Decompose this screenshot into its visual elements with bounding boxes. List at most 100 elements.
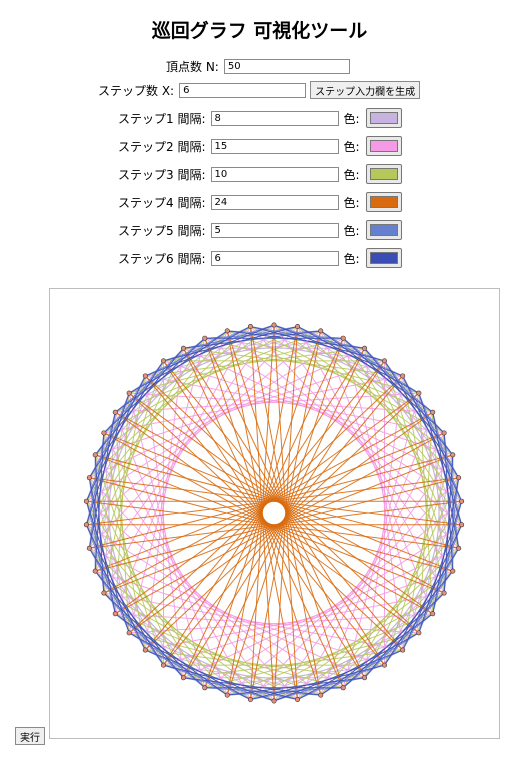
graph-vertex: [160, 662, 166, 668]
graph-edge: [85, 501, 116, 614]
graph-edge: [85, 330, 228, 502]
graph-edge: [320, 613, 434, 696]
graph-edge: [86, 524, 344, 689]
graph-edge: [163, 325, 298, 362]
step-interval-input[interactable]: [210, 194, 339, 210]
graph-edge: [88, 547, 251, 700]
vertex-count-label: 頂点数 N:: [166, 59, 219, 74]
graph-edge: [86, 500, 322, 696]
graph-edge: [145, 649, 365, 679]
step-row: ステップ6 間隔: 色:: [118, 248, 402, 268]
step-color-picker[interactable]: [365, 108, 402, 128]
graph-edge: [103, 592, 184, 679]
step-count-label: ステップ数 X:: [98, 83, 175, 98]
graph-vertex: [318, 692, 324, 698]
graph-edge: [402, 375, 460, 479]
graph-edge: [88, 326, 251, 479]
graph-edge: [320, 524, 463, 696]
graph-edge: [342, 338, 420, 633]
graph-edge: [88, 360, 164, 479]
graph-vertex: [362, 345, 368, 351]
graph-edge: [114, 412, 228, 696]
graph-edge: [88, 477, 105, 594]
graph-edge: [145, 649, 275, 702]
graph-edge: [88, 412, 116, 549]
step-color-picker[interactable]: [365, 248, 402, 268]
graph-edge: [85, 392, 130, 502]
graph-edge: [297, 547, 460, 700]
graph-edge: [145, 326, 251, 377]
graph-edge: [273, 324, 454, 572]
step-color-label: 色:: [343, 111, 360, 126]
step-row: ステップ4 間隔: 色:: [118, 192, 402, 212]
step-count-input[interactable]: [179, 82, 307, 98]
graph-edge: [342, 337, 463, 526]
run-button[interactable]: 実行: [15, 727, 45, 745]
graph-edge: [204, 524, 462, 689]
graph-edge: [402, 375, 445, 594]
vertex-count-input[interactable]: [223, 58, 350, 74]
step-color-picker[interactable]: [365, 136, 402, 156]
graph-edge: [88, 477, 116, 614]
graph-edge: [320, 412, 434, 696]
graph-edge: [103, 347, 184, 434]
graph-edge: [226, 330, 462, 526]
graph-edge: [384, 360, 454, 456]
graph-vertex: [160, 358, 166, 364]
graph-edge: [250, 664, 385, 701]
step-color-picker[interactable]: [365, 164, 402, 184]
step-interval-label: ステップ4 間隔:: [118, 195, 206, 210]
graph-vertex: [112, 611, 118, 617]
graph-edge: [418, 501, 463, 633]
graph-edge: [342, 337, 434, 413]
graph-vertex: [416, 630, 422, 636]
graph-edge: [297, 326, 420, 394]
graph-edge: [103, 592, 298, 700]
graph-edge: [320, 632, 420, 696]
edge-group-step-6: [85, 324, 463, 702]
graph-edge: [103, 326, 251, 594]
graph-edge: [88, 348, 184, 549]
graph-edge: [94, 454, 275, 702]
step-color-picker[interactable]: [365, 192, 402, 212]
graph-edge: [227, 330, 365, 349]
graph-vertex: [318, 328, 324, 334]
graph-edge: [85, 337, 206, 526]
step-interval-input[interactable]: [210, 138, 339, 154]
graph-edge: [250, 325, 365, 349]
graph-vertex: [202, 685, 208, 691]
graph-edge: [89, 547, 365, 679]
graph-edge: [103, 592, 403, 651]
graph-vertex: [202, 335, 208, 341]
graph-edge: [88, 326, 298, 549]
graph-edge: [320, 330, 434, 614]
step-row: ステップ3 間隔: 色:: [118, 164, 402, 184]
graph-edge: [364, 347, 445, 434]
step-interval-input[interactable]: [210, 110, 339, 126]
graph-edge: [443, 454, 454, 594]
generate-steps-button[interactable]: ステップ入力欄を生成: [310, 81, 421, 99]
step-interval-input[interactable]: [210, 250, 339, 266]
graph-edge: [129, 392, 433, 413]
step-interval-input[interactable]: [210, 222, 339, 238]
graph-edge: [183, 677, 321, 696]
graph-edge: [364, 348, 460, 549]
graph-edge: [204, 337, 419, 394]
color-swatch: [369, 252, 398, 264]
graph-edge: [128, 632, 251, 700]
graph-edge: [297, 326, 403, 377]
graph-edge: [384, 547, 460, 666]
graph-canvas: [49, 288, 500, 739]
graph-edge: [432, 412, 463, 525]
graph-vertex: [382, 358, 388, 364]
graph-edge: [85, 524, 146, 651]
graph-edge: [250, 477, 460, 700]
graph-edge: [103, 432, 251, 700]
graph-edge: [204, 687, 321, 696]
step-color-picker[interactable]: [365, 220, 402, 240]
color-swatch: [369, 196, 398, 208]
color-swatch: [369, 168, 398, 180]
graph-edge: [95, 570, 385, 666]
step-interval-input[interactable]: [210, 166, 339, 182]
color-swatch: [369, 112, 398, 124]
